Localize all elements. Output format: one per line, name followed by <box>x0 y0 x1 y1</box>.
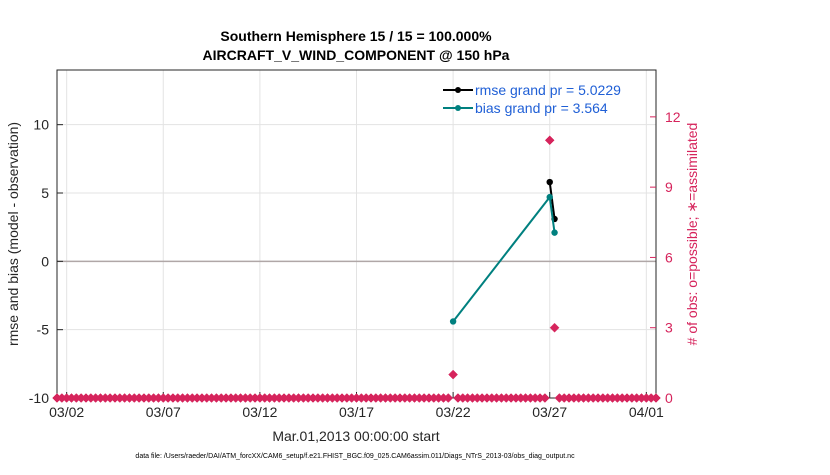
x-tick-label: 03/22 <box>436 404 471 420</box>
bias-point <box>551 229 558 236</box>
legend-bias-label: bias grand pr = 3.564 <box>475 100 608 116</box>
rmse-point <box>546 178 553 186</box>
x-tick-label: 03/02 <box>49 404 84 420</box>
right-y-axis-label: # of obs: o=possible; ∗=assimilated <box>684 123 700 346</box>
x-tick-label: 03/27 <box>532 404 567 420</box>
right-y-tick-label: 6 <box>665 249 673 265</box>
right-y-tick-label: 9 <box>665 179 673 195</box>
bias-point <box>449 318 457 325</box>
obs-count-marker <box>540 393 550 403</box>
left-y-tick-label: -5 <box>37 322 50 338</box>
footer-data-file: data file: /Users/raeder/DAI/ATM_forcXX/… <box>135 453 575 460</box>
legend-bias-marker <box>455 105 461 111</box>
bias-point <box>546 193 553 201</box>
left-y-axis-label: rmse and bias (model - observation) <box>5 122 21 346</box>
left-y-tick-label: 10 <box>33 117 49 133</box>
x-tick-label: 03/17 <box>339 404 374 420</box>
obs-count-marker <box>544 135 555 146</box>
obs-count-marker <box>448 369 458 380</box>
right-y-axis-ticks: 0 3 6 9 12 <box>650 109 681 406</box>
right-y-tick-label: 0 <box>665 390 673 406</box>
chart-title-line1: Southern Hemisphere 15 / 15 = 100.000% <box>220 28 492 44</box>
right-y-tick-label: 3 <box>665 320 673 336</box>
x-tick-label: 03/12 <box>242 404 277 420</box>
obs-count-marker <box>443 393 454 403</box>
left-y-tick-label: 5 <box>41 185 49 201</box>
rmse-series-line <box>548 181 556 220</box>
legend: rmse grand pr = 5.0229 bias grand pr = 3… <box>443 82 621 116</box>
x-tick-label: 04/01 <box>629 404 664 420</box>
x-tick-label: 03/07 <box>146 404 181 420</box>
series-lines <box>449 178 558 325</box>
grid-layer <box>57 70 656 399</box>
right-y-tick-label: 12 <box>665 109 681 125</box>
obs-count-markers <box>52 135 661 403</box>
x-axis-label: Mar.01,2013 00:00:00 start <box>272 428 439 444</box>
chart-title-line2: AIRCRAFT_V_WIND_COMPONENT @ 150 hPa <box>203 47 510 63</box>
left-y-axis-ticks: -10 -5 0 5 10 <box>29 117 63 406</box>
obs-count-marker <box>549 322 560 333</box>
left-y-tick-label: 0 <box>41 253 49 269</box>
bias-series-line <box>452 194 556 323</box>
left-y-tick-label: -10 <box>29 390 49 406</box>
legend-rmse-label: rmse grand pr = 5.0229 <box>475 82 621 98</box>
legend-rmse-marker <box>455 87 461 93</box>
obs-count-marker <box>651 393 661 403</box>
